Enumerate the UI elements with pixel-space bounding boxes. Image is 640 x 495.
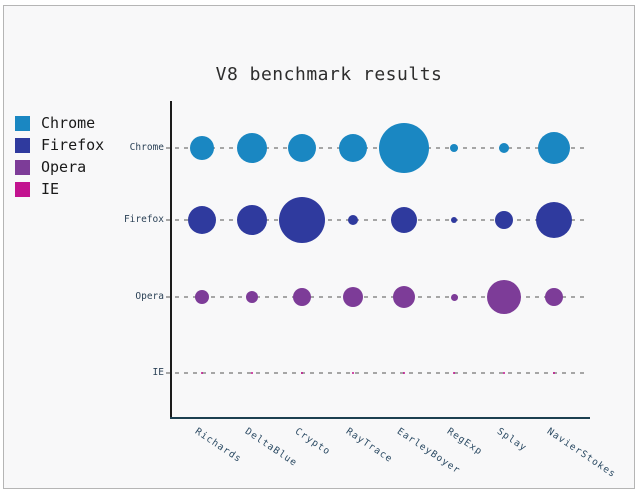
legend-swatch-firefox	[15, 137, 30, 153]
legend-swatch-ie	[15, 181, 30, 197]
bubble-firefox-raytrace	[348, 215, 358, 225]
legend-swatch-opera	[15, 159, 30, 175]
gridline-ie	[166, 372, 587, 374]
legend-label: IE	[41, 180, 60, 198]
bubble-ie-earleyboyer	[402, 371, 406, 375]
y-tick-label-chrome: Chrome	[129, 142, 164, 153]
y-tick-label-ie: IE	[152, 367, 164, 378]
bubble-chrome-richards	[190, 136, 214, 160]
bubble-firefox-splay	[495, 211, 513, 229]
gridline-chrome	[166, 147, 587, 149]
bubble-ie-navierstokes	[552, 371, 556, 375]
bubble-firefox-navierstokes	[536, 202, 572, 238]
plot-area: Chrome Firefox Opera IE Richards DeltaBlue Cry…	[4, 6, 636, 490]
x-tick-label-regexp: RegExp	[444, 426, 485, 458]
y-tick-label-opera: Opera	[135, 291, 164, 302]
bubble-firefox-regexp	[451, 217, 457, 223]
legend-item-ie: IE	[15, 178, 104, 200]
gridline-opera	[166, 296, 587, 298]
x-tick-label-richards: Richards	[192, 426, 244, 466]
bubble-chrome-earleyboyer	[379, 123, 429, 173]
bubble-chrome-raytrace	[339, 134, 367, 162]
legend-item-chrome: Chrome	[15, 112, 104, 134]
legend: Chrome Firefox Opera IE	[15, 112, 104, 200]
legend-label: Opera	[41, 158, 87, 176]
bubble-firefox-richards	[188, 206, 216, 234]
bubble-opera-earleyboyer	[393, 286, 415, 308]
x-axis-line	[170, 417, 590, 419]
legend-label: Chrome	[41, 114, 96, 132]
bubble-ie-deltablue	[250, 371, 254, 375]
y-axis-line	[170, 101, 172, 418]
x-tick-label-crypto: Crypto	[292, 426, 333, 458]
bubble-ie-regexp	[452, 371, 456, 375]
bubble-firefox-crypto	[279, 197, 325, 243]
bubble-firefox-deltablue	[237, 205, 267, 235]
x-tick-label-deltablue: DeltaBlue	[242, 426, 300, 469]
bubble-ie-splay	[502, 371, 506, 375]
bubble-opera-regexp	[450, 293, 458, 301]
bubble-chrome-crypto	[288, 134, 316, 162]
gridline-firefox	[166, 219, 587, 221]
x-tick-label-splay: Splay	[494, 426, 529, 454]
legend-swatch-chrome	[15, 115, 30, 131]
bubble-chrome-navierstokes	[538, 132, 570, 164]
bubble-opera-richards	[195, 290, 209, 304]
bubble-opera-navierstokes	[545, 288, 563, 306]
bubble-opera-raytrace	[343, 287, 363, 307]
bubble-opera-splay	[487, 280, 521, 314]
chart-title: V8 benchmark results	[215, 64, 443, 85]
bubble-ie-crypto	[300, 371, 304, 375]
bubble-opera-crypto	[293, 288, 311, 306]
bubble-ie-raytrace	[351, 371, 355, 375]
bubble-opera-deltablue	[246, 291, 258, 303]
bubble-chrome-regexp	[450, 144, 458, 152]
x-tick-label-navierstokes: NavierStokes	[544, 426, 618, 481]
legend-item-opera: Opera	[15, 156, 104, 178]
bubble-chrome-splay	[499, 143, 509, 153]
legend-label: Firefox	[41, 136, 105, 154]
legend-item-firefox: Firefox	[15, 134, 104, 156]
bubble-firefox-earleyboyer	[391, 207, 417, 233]
bubble-chrome-deltablue	[237, 133, 267, 163]
chart-canvas: V8 benchmark results Chrome Firefox Opera I…	[3, 5, 635, 489]
bubble-ie-richards	[200, 371, 204, 375]
y-tick-label-firefox: Firefox	[123, 214, 164, 225]
x-tick-label-raytrace: RayTrace	[343, 426, 395, 466]
